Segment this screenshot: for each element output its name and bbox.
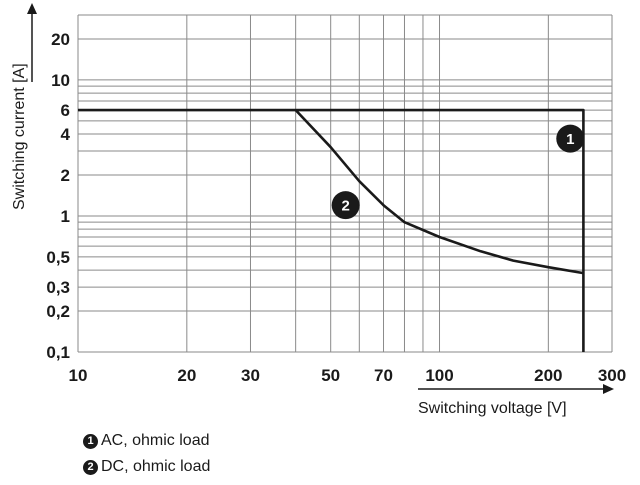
series-marker-label-2: 2 [341,198,349,215]
y-axis-label: Switching current [A] [11,63,28,210]
x-tick-label: 20 [177,366,196,385]
y-tick-label: 6 [61,101,70,120]
axes [27,3,614,394]
series-marker-label-1: 1 [566,131,574,148]
x-tick-label: 30 [241,366,260,385]
legend: 1 AC, ohmic load 2 DC, ohmic load [83,428,210,480]
series-line-1 [78,108,585,352]
y-tick-label: 4 [61,125,71,144]
y-tick-label: 1 [61,207,70,226]
series-line-2 [294,109,584,275]
switching-chart: 12 10 20 30 50 70 100 200 3000,10,20,30,5124610… [11,3,626,417]
legend-label-dc: DC, ohmic load [101,458,211,475]
y-tick-label: 0,3 [46,278,70,297]
legend-badge-1: 1 [83,433,98,449]
y-tick-label: 0,5 [46,248,70,267]
x-tick-label: 70 [374,366,393,385]
y-tick-label: 0,1 [46,343,70,362]
legend-item-dc: 2 DC, ohmic load [83,454,210,480]
x-axis-arrowhead [603,384,614,394]
x-tick-label: 10 [69,366,88,385]
y-axis-arrowhead [27,3,37,14]
series-marker-1 [556,124,585,153]
grid [77,14,613,353]
y-tick-label: 10 [51,71,70,90]
x-axis-label: Switching voltage [V] [418,400,567,417]
x-tick-label: 300 [598,366,626,385]
x-tick-label: 100 [425,366,453,385]
y-tick-label: 0,2 [46,302,70,321]
legend-badge-2: 2 [83,459,98,475]
curves: 12 [78,108,585,352]
legend-item-ac: 1 AC, ohmic load [83,428,210,454]
legend-label-ac: AC, ohmic load [101,432,210,449]
x-tick-label: 50 [321,366,340,385]
y-tick-label: 20 [51,30,70,49]
series-marker-2 [331,191,360,220]
x-tick-label: 200 [534,366,562,385]
y-tick-label: 2 [61,166,70,185]
